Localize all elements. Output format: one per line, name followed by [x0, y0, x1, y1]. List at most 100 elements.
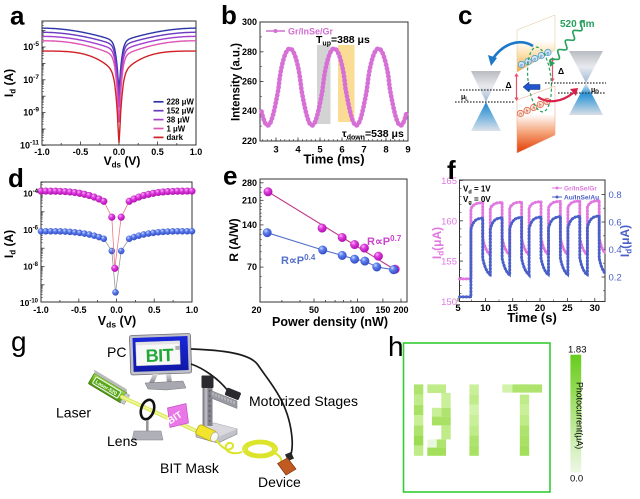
- svg-text:Id (A): Id (A): [2, 69, 18, 97]
- svg-text:e: e: [547, 50, 550, 55]
- svg-text:8: 8: [383, 145, 388, 156]
- svg-text:10-5: 10-5: [23, 41, 39, 52]
- svg-text:Vds (V): Vds (V): [104, 154, 141, 170]
- svg-text:Id (A): Id (A): [2, 230, 18, 258]
- svg-text:0.5: 0.5: [151, 147, 164, 157]
- svg-text:Vds (V): Vds (V): [98, 314, 136, 330]
- svg-text:10-8: 10-8: [23, 262, 38, 272]
- svg-text:Id(μA): Id(μA): [430, 227, 446, 259]
- svg-text:165: 165: [441, 176, 457, 187]
- svg-text:-0.5: -0.5: [71, 305, 87, 315]
- svg-text:0.5: 0.5: [148, 305, 161, 315]
- svg-text:6: 6: [339, 145, 344, 156]
- svg-text:0.4: 0.4: [609, 245, 622, 256]
- svg-text:5: 5: [455, 303, 461, 314]
- svg-text:0.2: 0.2: [609, 273, 622, 284]
- svg-text:Vg = 0V: Vg = 0V: [463, 195, 491, 206]
- svg-text:1 μW: 1 μW: [167, 124, 186, 133]
- svg-text:μD: μD: [591, 87, 599, 96]
- svg-text:Δ: Δ: [506, 80, 512, 90]
- svg-text:15: 15: [507, 303, 518, 314]
- svg-text:7: 7: [361, 145, 366, 156]
- svg-text:dark: dark: [167, 133, 184, 142]
- svg-text:4: 4: [295, 145, 301, 156]
- svg-text:BIT: BIT: [145, 345, 174, 366]
- svg-text:3: 3: [273, 145, 278, 156]
- svg-text:e: e: [520, 62, 523, 67]
- svg-text:h: h: [388, 331, 404, 362]
- svg-text:R∝P0.7: R∝P0.7: [367, 234, 402, 248]
- svg-text:0.0: 0.0: [110, 305, 123, 315]
- svg-text:Gr/InSe/Gr: Gr/InSe/Gr: [564, 186, 597, 193]
- svg-text:Time (ms): Time (ms): [303, 152, 364, 167]
- svg-text:e: e: [533, 56, 536, 61]
- svg-text:Lens: Lens: [107, 433, 137, 449]
- svg-text:h: h: [526, 108, 529, 113]
- svg-text:R (A/W): R (A/W): [227, 218, 241, 261]
- svg-text:1.0: 1.0: [186, 305, 199, 315]
- svg-text:Laser: Laser: [56, 405, 91, 421]
- svg-text:h: h: [539, 102, 542, 107]
- svg-text:PC: PC: [107, 344, 126, 360]
- svg-text:10-9: 10-9: [23, 107, 39, 118]
- svg-text:10-7: 10-7: [23, 74, 39, 85]
- svg-text:240: 240: [242, 106, 257, 116]
- svg-text:-1.0: -1.0: [33, 305, 49, 315]
- svg-text:1.0: 1.0: [190, 147, 203, 157]
- svg-text:d: d: [8, 163, 24, 193]
- svg-text:Power density (nW): Power density (nW): [272, 315, 388, 329]
- svg-text:e: e: [527, 59, 530, 64]
- svg-text:0.0: 0.0: [570, 474, 583, 485]
- svg-text:280: 280: [242, 47, 257, 57]
- svg-text:10: 10: [480, 303, 491, 314]
- svg-text:10-11: 10-11: [20, 139, 39, 150]
- svg-text:Id(μA): Id(μA): [618, 225, 634, 257]
- svg-text:0.6: 0.6: [609, 218, 622, 229]
- svg-text:Motorized Stages: Motorized Stages: [249, 393, 358, 409]
- svg-text:μL: μL: [461, 94, 468, 103]
- svg-text:Time (s): Time (s): [507, 310, 557, 325]
- svg-text:280: 280: [242, 178, 257, 188]
- svg-text:c: c: [458, 0, 472, 30]
- svg-text:Photocurrent(μA): Photocurrent(μA): [575, 382, 585, 449]
- svg-text:155: 155: [441, 257, 457, 268]
- svg-text:BIT Mask: BIT Mask: [160, 460, 220, 476]
- svg-text:520 nm: 520 nm: [560, 19, 595, 30]
- svg-text:200: 200: [393, 305, 408, 315]
- svg-text:150: 150: [375, 305, 390, 315]
- svg-text:25: 25: [562, 303, 573, 314]
- svg-text:-1.0: -1.0: [34, 147, 50, 157]
- svg-text:5: 5: [317, 145, 323, 156]
- svg-text:h: h: [519, 111, 522, 116]
- svg-text:20: 20: [535, 303, 546, 314]
- svg-text:228 μW: 228 μW: [167, 98, 195, 107]
- svg-text:a: a: [10, 1, 25, 31]
- svg-text:e: e: [223, 161, 237, 191]
- svg-text:160: 160: [441, 216, 457, 227]
- svg-text:Vd = 1V: Vd = 1V: [463, 185, 491, 196]
- svg-text:50: 50: [309, 305, 319, 315]
- svg-text:10-10: 10-10: [20, 298, 39, 308]
- svg-text:10-4: 10-4: [23, 189, 38, 199]
- svg-text:τdown=538 μs: τdown=538 μs: [342, 128, 404, 142]
- svg-text:30: 30: [590, 303, 601, 314]
- svg-text:10-6: 10-6: [23, 225, 38, 235]
- svg-text:0.8: 0.8: [609, 190, 622, 201]
- svg-text:70: 70: [247, 262, 257, 272]
- svg-text:38 μW: 38 μW: [167, 115, 191, 124]
- svg-text:210: 210: [242, 195, 257, 205]
- svg-text:152 μW: 152 μW: [167, 107, 195, 116]
- svg-text:140: 140: [242, 220, 257, 230]
- svg-text:-0.5: -0.5: [73, 147, 89, 157]
- svg-text:f: f: [447, 155, 456, 185]
- svg-text:1.83: 1.83: [568, 345, 587, 356]
- svg-text:100: 100: [350, 305, 365, 315]
- svg-text:R∝P0.4: R∝P0.4: [281, 253, 316, 267]
- svg-text:300: 300: [242, 17, 257, 27]
- svg-text:Δ: Δ: [558, 66, 564, 76]
- svg-text:e: e: [540, 53, 543, 58]
- svg-text:Device: Device: [258, 474, 301, 490]
- svg-text:0.0: 0.0: [113, 147, 126, 157]
- svg-text:b: b: [221, 0, 237, 30]
- svg-text:h: h: [532, 105, 535, 110]
